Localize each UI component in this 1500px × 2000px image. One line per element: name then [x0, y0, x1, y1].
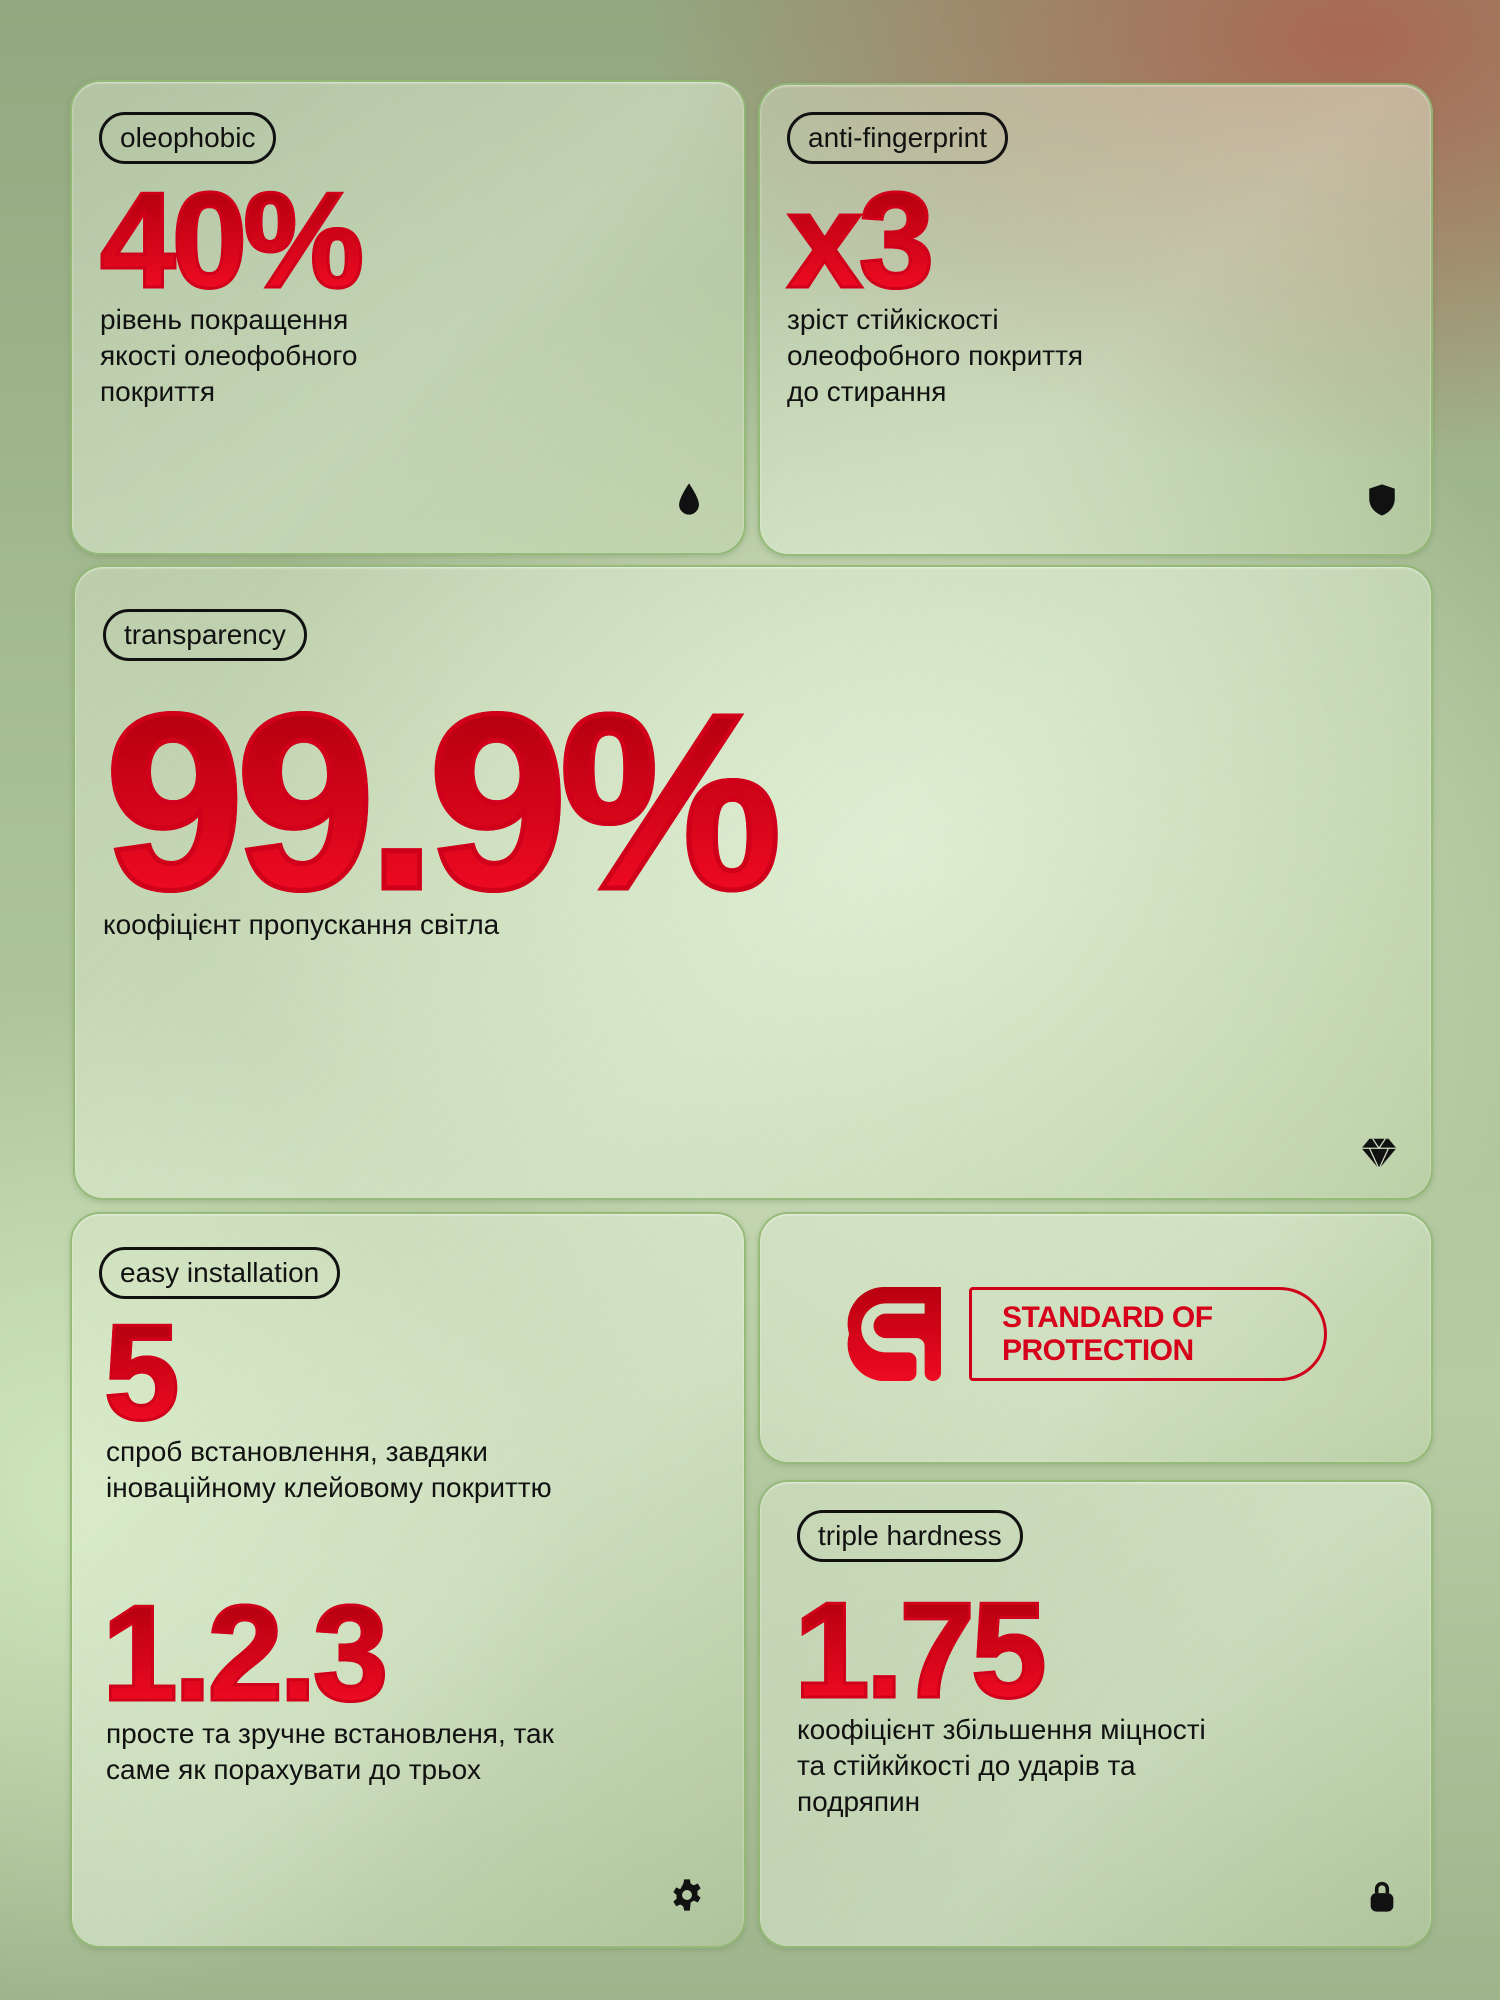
stat-description: рівень покращення якості олеофобного пок… — [100, 302, 357, 410]
stat-description-secondary: просте та зручне встановленя, так саме я… — [106, 1716, 554, 1788]
stat-value: 1.75 — [793, 1574, 1049, 1726]
stat-value: 40% — [98, 164, 365, 316]
tag-pill: transparency — [103, 609, 307, 661]
desc-line: олеофобного покриття — [787, 340, 1084, 371]
desc-line: саме як порахувати до трьох — [106, 1754, 481, 1785]
stat-value: 5 — [103, 1296, 182, 1448]
desc-line: спроб встановлення, завдяки — [106, 1436, 488, 1467]
brand-logo-mark — [847, 1287, 941, 1381]
logo-card: STANDARD OF PROTECTION — [758, 1212, 1433, 1464]
stat-value: x3 — [785, 164, 935, 316]
logo-line: STANDARD OF — [1002, 1301, 1213, 1334]
stat-description: коофіцієнт пропускання світла — [103, 907, 499, 943]
brand-logo-wordmark: STANDARD OF PROTECTION — [969, 1287, 1327, 1381]
anti-fingerprint-card: anti-fingerprint x3 зріст стійкіскості о… — [758, 83, 1433, 556]
shield-icon — [1369, 484, 1395, 516]
desc-line: подряпин — [797, 1786, 921, 1817]
desc-line: та стійкйкості до ударів та — [797, 1750, 1136, 1781]
gear-icon — [673, 1879, 701, 1911]
logo-line: PROTECTION — [1002, 1334, 1194, 1367]
desc-line: до стирання — [787, 376, 947, 407]
desc-line: покриття — [100, 376, 216, 407]
tag-pill: easy installation — [99, 1247, 341, 1299]
stat-description: спроб встановлення, завдяки іноваційному… — [106, 1434, 552, 1506]
desc-line: рівень покращення — [100, 304, 349, 335]
drop-icon — [679, 483, 699, 515]
lock-icon — [1370, 1881, 1394, 1912]
triple-hardness-card: triple hardness 1.75 коофіцієнт збільшен… — [758, 1480, 1433, 1948]
tag-pill: oleophobic — [99, 112, 277, 164]
stat-value: 99.9% — [103, 662, 785, 941]
desc-line: зріст стійкіскості — [787, 304, 999, 335]
desc-line: коофіцієнт пропускання світла — [103, 909, 500, 940]
desc-line: якості олеофобного — [100, 340, 358, 371]
transparency-card: transparency 99.9% коофіцієнт пропусканн… — [73, 565, 1433, 1200]
easy-installation-card: easy installation 5 спроб встановлення, … — [70, 1212, 746, 1948]
tag-pill: triple hardness — [797, 1510, 1023, 1562]
stat-description: коофіцієнт збільшення міцності та стійкй… — [797, 1712, 1206, 1820]
desc-line: коофіцієнт збільшення міцності — [797, 1714, 1206, 1745]
desc-line: просте та зручне встановленя, так — [106, 1718, 554, 1749]
tag-pill: anti-fingerprint — [787, 112, 1008, 164]
stat-description: зріст стійкіскості олеофобного покриття … — [787, 302, 1083, 410]
diamond-icon — [1361, 1138, 1397, 1171]
stat-value-secondary: 1.2.3 — [100, 1577, 389, 1729]
desc-line: іноваційному клейовому покриттю — [106, 1472, 552, 1503]
oleophobic-card: oleophobic 40% рівень покращення якості … — [70, 80, 746, 555]
